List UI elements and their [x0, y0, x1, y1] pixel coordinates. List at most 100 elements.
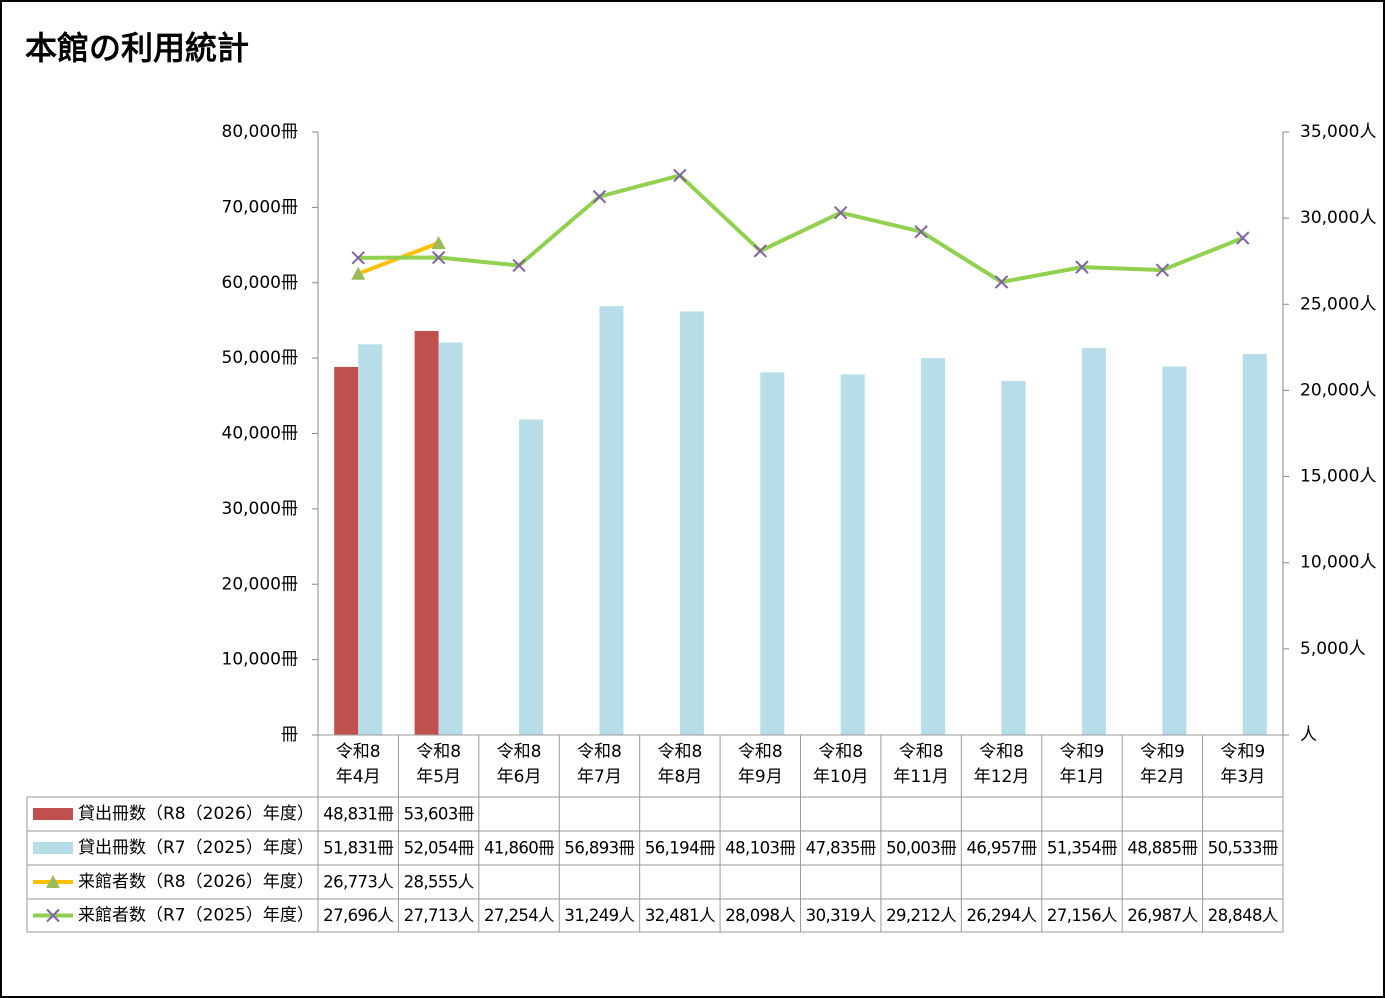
table-value: 28,555人	[404, 873, 474, 892]
x-tick-label: 年4月	[336, 767, 381, 787]
table-value: 30,319人	[806, 906, 876, 925]
bar	[438, 342, 463, 735]
table-value: 31,249人	[564, 906, 634, 925]
bar	[921, 358, 946, 735]
y2-tick-label: 人	[1300, 725, 1317, 745]
x-tick-label: 令和8	[416, 742, 461, 762]
table-value: 41,860冊	[484, 839, 554, 858]
table-value: 27,713人	[404, 906, 474, 925]
bar	[840, 374, 865, 735]
y2-tick-label: 20,000人	[1300, 380, 1376, 400]
table-value: 32,481人	[645, 906, 715, 925]
x-tick-label: 令和8	[497, 742, 542, 762]
table-value: 47,835冊	[806, 839, 876, 858]
marker	[673, 168, 687, 183]
marker	[914, 225, 928, 239]
y-tick-label: 40,000冊	[222, 424, 298, 444]
x-tick-label: 令和9	[1220, 742, 1265, 762]
x-tick-label: 年3月	[1220, 767, 1265, 787]
marker	[46, 908, 60, 923]
legend-swatch	[33, 808, 73, 820]
x-tick-label: 令和9	[1140, 742, 1185, 762]
table-value: 27,156人	[1047, 906, 1117, 925]
x-tick-label: 年10月	[813, 767, 869, 787]
y-tick-label: 50,000冊	[222, 348, 298, 368]
bar	[358, 344, 383, 735]
bar	[334, 366, 359, 735]
y-tick-label: 冊	[281, 725, 298, 745]
y-tick-label: 30,000冊	[222, 499, 298, 519]
bar	[679, 311, 704, 735]
marker	[431, 250, 446, 265]
x-tick-label: 令和8	[899, 742, 944, 762]
marker	[46, 875, 60, 888]
table-value: 28,098人	[725, 906, 795, 925]
x-tick-label: 年8月	[657, 767, 702, 787]
x-tick-label: 年12月	[974, 767, 1030, 787]
table-value: 26,773人	[323, 873, 393, 892]
table-value: 48,103冊	[725, 839, 795, 858]
marker	[351, 266, 366, 280]
y2-tick-label: 15,000人	[1300, 467, 1376, 487]
x-tick-label: 年6月	[497, 767, 542, 787]
bar	[1081, 347, 1106, 735]
bar	[414, 330, 439, 735]
table-value: 51,831冊	[323, 839, 393, 858]
x-tick-label: 令和8	[577, 742, 622, 762]
table-value: 46,957冊	[967, 839, 1037, 858]
x-tick-label: 令和8	[979, 742, 1024, 762]
bar	[519, 419, 544, 735]
table-value: 56,893冊	[564, 839, 634, 858]
legend-swatch	[33, 842, 73, 854]
marker	[1155, 263, 1170, 277]
x-tick-label: 年2月	[1140, 767, 1185, 787]
x-tick-label: 年11月	[893, 767, 949, 787]
table-value: 26,294人	[967, 906, 1037, 925]
legend-label: 来館者数（R7（2025）年度）	[78, 906, 314, 926]
table-value: 28,848人	[1208, 906, 1278, 925]
y2-tick-label: 10,000人	[1300, 553, 1376, 573]
x-tick-label: 令和9	[1060, 742, 1105, 762]
marker	[834, 205, 848, 220]
marker	[1236, 231, 1250, 245]
table-value: 29,212人	[886, 906, 956, 925]
y2-tick-label: 35,000人	[1300, 122, 1376, 142]
x-tick-label: 令和8	[738, 742, 783, 762]
y2-tick-label: 25,000人	[1300, 294, 1376, 314]
bar	[1242, 354, 1267, 735]
y-tick-label: 70,000冊	[222, 197, 298, 217]
bar	[599, 306, 624, 735]
legend-label: 来館者数（R8（2026）年度）	[78, 872, 314, 892]
bar	[760, 372, 785, 735]
marker	[994, 275, 1009, 289]
x-tick-label: 令和8	[818, 742, 863, 762]
marker	[1075, 260, 1089, 274]
table-value: 51,354冊	[1047, 839, 1117, 858]
x-tick-label: 年5月	[416, 767, 461, 787]
y2-tick-label: 30,000人	[1300, 208, 1376, 228]
legend-label: 貸出冊数（R8（2026）年度）	[78, 804, 314, 824]
y-tick-label: 80,000冊	[222, 122, 298, 142]
table-value: 27,696人	[323, 906, 393, 925]
x-tick-label: 年7月	[577, 767, 622, 787]
marker	[753, 244, 767, 258]
line	[358, 173, 1244, 284]
marker	[431, 236, 446, 250]
y2-tick-label: 5,000人	[1300, 639, 1366, 659]
x-tick-label: 令和8	[336, 742, 381, 762]
marker	[512, 258, 526, 273]
bar	[1162, 366, 1187, 735]
legend-label: 貸出冊数（R7（2025）年度）	[78, 838, 314, 858]
x-tick-label: 令和8	[657, 742, 702, 762]
bar	[1001, 381, 1026, 735]
table-value: 50,003冊	[886, 839, 956, 858]
table-value: 26,987人	[1127, 906, 1197, 925]
table-value: 52,054冊	[404, 839, 474, 858]
table-value: 48,831冊	[323, 805, 393, 824]
table-value: 27,254人	[484, 906, 554, 925]
x-tick-label: 年9月	[738, 767, 783, 787]
table-value: 50,533冊	[1208, 839, 1278, 858]
table-value: 48,885冊	[1127, 839, 1197, 858]
table-value: 53,603冊	[404, 805, 474, 824]
